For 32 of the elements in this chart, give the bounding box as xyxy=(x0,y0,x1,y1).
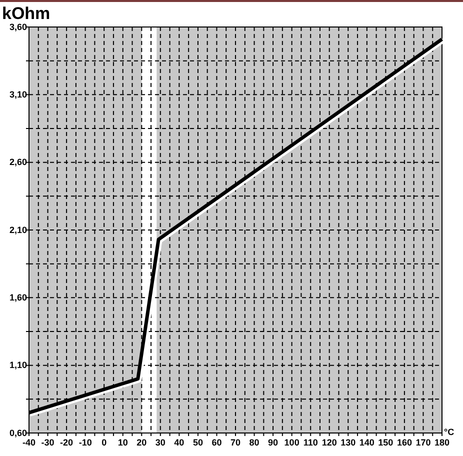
x-tick-label: 160 xyxy=(396,437,412,448)
x-tick-label: -20 xyxy=(60,437,74,448)
x-axis-title: °C xyxy=(444,427,455,437)
x-tick-label: 150 xyxy=(378,437,394,448)
x-tick-label: -10 xyxy=(78,437,92,448)
x-tick-label: 30 xyxy=(155,437,166,448)
x-tick-label: 20 xyxy=(136,437,147,448)
y-tick-label: 2,10 xyxy=(9,224,27,235)
y-tick-label: 3,60 xyxy=(9,22,27,32)
y-tick-label: 1,10 xyxy=(9,360,27,370)
x-tick-label: 40 xyxy=(174,437,184,448)
x-tick-label: 50 xyxy=(192,437,203,448)
y-tick-label: 3,10 xyxy=(9,90,27,100)
y-axis-title: kOhm xyxy=(2,4,50,23)
x-tick-label: 0 xyxy=(102,437,107,448)
x-tick-label: 120 xyxy=(322,437,337,448)
x-tick-label: 10 xyxy=(118,437,128,448)
x-tick-label: 180 xyxy=(434,437,450,448)
x-tick-label: 60 xyxy=(212,437,222,448)
x-tick-label: 110 xyxy=(303,437,318,448)
x-tick-label: 100 xyxy=(284,437,300,448)
x-tick-label: 90 xyxy=(268,437,278,448)
y-tick-label: 2,60 xyxy=(9,157,27,168)
x-tick-label: -40 xyxy=(22,437,36,448)
x-tick-label: 170 xyxy=(416,437,431,448)
x-tick-label: 140 xyxy=(359,437,374,448)
x-tick-label: -30 xyxy=(41,437,54,448)
y-tick-label: 1,60 xyxy=(9,292,27,303)
x-tick-label: 80 xyxy=(249,437,260,448)
y-tick-label: 0,60 xyxy=(9,428,27,438)
x-tick-label: 130 xyxy=(340,437,356,448)
x-tick-label: 70 xyxy=(230,437,241,448)
